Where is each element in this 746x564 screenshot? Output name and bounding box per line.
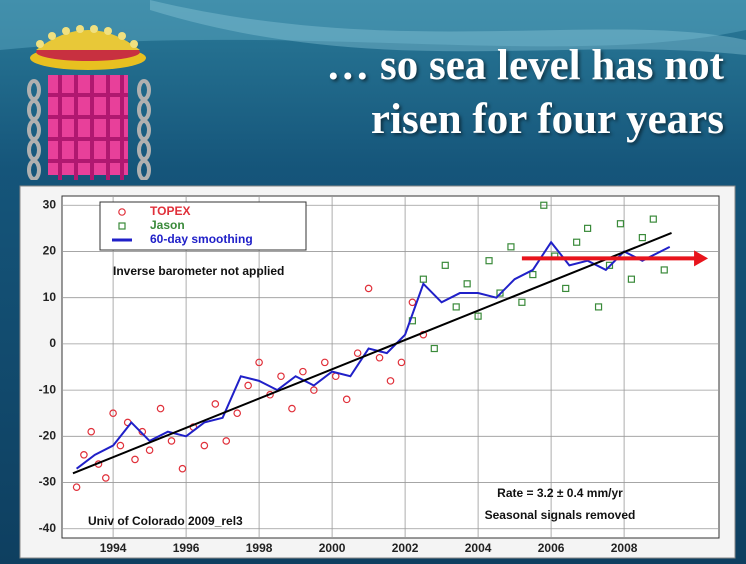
swoosh	[0, 0, 746, 50]
point	[496, 289, 504, 297]
point	[244, 381, 252, 390]
point	[353, 349, 362, 357]
x-tick-label: 2000	[319, 541, 346, 555]
x-tick-label: 2006	[538, 541, 565, 555]
point	[131, 455, 139, 464]
point	[211, 400, 220, 408]
point	[288, 404, 296, 413]
x-tick-label: 1994	[100, 541, 127, 555]
point	[594, 303, 603, 311]
point	[562, 284, 570, 293]
point	[178, 464, 187, 473]
legend-label: TOPEX	[150, 204, 190, 218]
slide-title: risen for four years	[370, 96, 724, 143]
x-tick-label: 1998	[246, 541, 273, 555]
legend-box	[99, 201, 307, 251]
slide-title: … so sea level has not	[326, 42, 724, 89]
point	[87, 427, 96, 436]
arrow-head	[694, 250, 709, 267]
point	[342, 395, 351, 404]
legend-label: 60-day smoothing	[150, 232, 253, 246]
decoration	[0, 0, 746, 180]
legend-label: Jason	[150, 218, 185, 232]
y-tick-label: -40	[39, 521, 57, 535]
point	[408, 298, 417, 307]
x-tick-label: 1996	[173, 541, 200, 555]
point	[80, 451, 88, 459]
point	[518, 298, 526, 306]
y-tick-label: -20	[39, 428, 57, 442]
point	[320, 358, 329, 367]
point	[255, 358, 263, 367]
point	[116, 441, 125, 450]
point	[200, 441, 209, 450]
y-tick-label: -30	[39, 475, 57, 489]
point	[299, 367, 307, 376]
trend-line	[72, 232, 672, 475]
annotation: Rate = 3.2 ± 0.4 mm/yr	[497, 486, 623, 500]
y-tick-label: 10	[43, 290, 57, 304]
crown-top	[36, 30, 140, 50]
point	[375, 353, 384, 362]
point	[397, 358, 406, 367]
point	[233, 409, 242, 418]
y-tick-label: 30	[43, 197, 57, 211]
point	[222, 437, 231, 445]
point	[627, 275, 636, 283]
swoosh	[150, 0, 746, 55]
point	[72, 483, 81, 491]
point	[364, 284, 373, 293]
point	[167, 437, 176, 445]
point	[463, 280, 471, 288]
chains	[27, 79, 151, 180]
x-tick-label: 2008	[611, 541, 638, 555]
x-tick-label: 2002	[392, 541, 419, 555]
point	[419, 275, 427, 283]
point	[430, 344, 438, 353]
crown-pearls	[36, 25, 138, 48]
legend-swatch	[118, 222, 126, 230]
point	[638, 233, 646, 242]
point	[102, 474, 110, 482]
point	[474, 312, 482, 320]
point	[441, 261, 449, 269]
annotation: Univ of Colorado 2009_rel3	[88, 514, 243, 528]
point	[109, 409, 117, 418]
portcullis-bars	[48, 75, 128, 180]
annotation: Seasonal signals removed	[485, 508, 636, 522]
legend-swatch	[118, 208, 126, 216]
point	[485, 257, 493, 265]
point	[583, 224, 592, 232]
point	[573, 238, 581, 246]
point	[156, 404, 165, 413]
y-tick-label: 20	[43, 244, 57, 258]
annotation: Inverse barometer not applied	[113, 264, 284, 278]
point	[452, 303, 460, 311]
plot-area	[61, 195, 720, 539]
y-tick-label: 0	[49, 336, 56, 350]
point	[277, 372, 285, 381]
y-tick-label: -10	[39, 382, 57, 396]
point	[529, 270, 537, 279]
point	[660, 266, 668, 274]
point	[649, 215, 657, 223]
point	[540, 201, 548, 209]
point	[145, 446, 154, 454]
point	[605, 261, 614, 269]
point	[507, 243, 515, 251]
point	[386, 377, 395, 385]
point	[616, 220, 625, 228]
x-tick-label: 2004	[465, 541, 492, 555]
point	[310, 386, 318, 394]
